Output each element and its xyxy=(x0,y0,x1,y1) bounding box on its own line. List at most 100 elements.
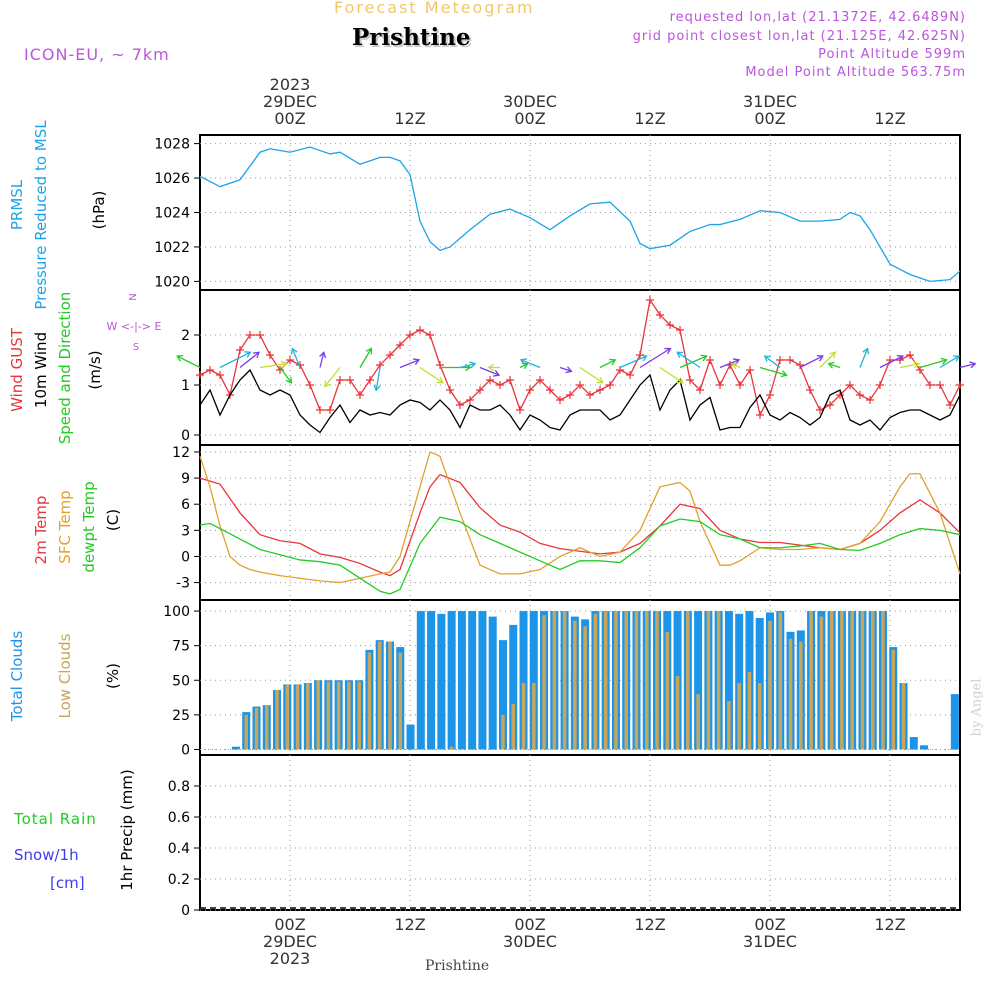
low-cloud-bar xyxy=(737,683,741,750)
y-tick-label: 2 xyxy=(181,328,190,344)
y-tick-label: 1020 xyxy=(154,274,190,290)
low-cloud-bar xyxy=(778,612,783,750)
wind-vector-head xyxy=(469,361,477,369)
wind-vector xyxy=(399,359,420,369)
gust-marker xyxy=(926,381,934,389)
gust-marker xyxy=(346,376,354,384)
y-tick-label: 3 xyxy=(181,523,190,539)
gust-marker xyxy=(256,331,264,339)
wind-vector-head xyxy=(436,376,444,384)
wind-vector-head xyxy=(862,347,870,355)
total-cloud-bar xyxy=(920,745,929,750)
low-cloud-bar xyxy=(326,681,331,750)
bottom-time-label: 31DEC xyxy=(743,932,797,951)
low-cloud-bar xyxy=(727,701,731,750)
prmsl-label: PRMSL xyxy=(8,179,26,230)
low-cloud-bar xyxy=(665,631,670,750)
top-time-label: 31DEC xyxy=(743,92,797,111)
gust-marker xyxy=(196,371,204,379)
low-cloud-bar xyxy=(552,611,557,750)
wind-vector xyxy=(176,355,201,369)
bottom-time-label: 00Z xyxy=(274,915,305,934)
wind-vector xyxy=(259,363,287,369)
wind-vector xyxy=(899,363,920,369)
wind-vector-head xyxy=(763,355,771,362)
gust-marker xyxy=(396,341,404,349)
gust-marker xyxy=(566,391,574,399)
y-tick-label: 0 xyxy=(181,742,190,758)
low-cloud-bar xyxy=(716,611,721,750)
wind-vector xyxy=(459,363,476,369)
top-time-label: 2023 xyxy=(270,75,311,94)
top-time-label: 12Z xyxy=(394,109,425,128)
y-tick-label: 9 xyxy=(181,471,190,487)
wind-vector-head xyxy=(816,354,824,362)
low-clouds-label: Low Clouds xyxy=(56,633,74,718)
wind-vector xyxy=(939,355,960,369)
gust-marker xyxy=(356,391,364,399)
low-cloud-bar xyxy=(562,611,567,750)
low-cloud-bar xyxy=(264,705,269,750)
bottom-time-label: 12Z xyxy=(874,915,905,934)
precip-unit-label: 1hr Precip (mm) xyxy=(118,769,136,890)
total-clouds-label: Total Clouds xyxy=(8,631,26,723)
y-tick-label: 0.6 xyxy=(168,810,190,826)
wind-vector xyxy=(359,348,372,368)
rain-legend: Total Rain xyxy=(13,810,97,828)
total-cloud-bar xyxy=(478,611,487,750)
low-cloud-bar xyxy=(357,681,361,750)
panel-clouds xyxy=(194,599,961,756)
top-time-label: 00Z xyxy=(274,109,305,128)
wind-vector-head xyxy=(609,358,617,366)
y-tick-label: 0.8 xyxy=(168,779,190,795)
total-cloud-bar xyxy=(694,611,703,750)
wind-vector-head xyxy=(365,347,373,355)
total-cloud-bar xyxy=(498,640,507,750)
wind-vector-head xyxy=(731,362,739,370)
pressure-label: Pressure Reduced to MSL xyxy=(32,120,50,310)
compass-north: N xyxy=(128,293,139,300)
low-cloud-bar xyxy=(624,611,628,750)
low-cloud-bar xyxy=(819,616,824,750)
gust-marker xyxy=(496,381,504,389)
wind-vector-head xyxy=(412,358,421,366)
wind-vector xyxy=(759,366,787,376)
gust-marker xyxy=(516,406,524,414)
low-cloud-bar xyxy=(542,615,546,750)
bottom-time-label: 00Z xyxy=(514,915,545,934)
panel-frame xyxy=(199,754,961,911)
gust-marker xyxy=(786,356,794,364)
gust-marker xyxy=(766,391,774,399)
low-cloud-bar xyxy=(532,683,536,750)
gust-marker xyxy=(806,386,814,394)
wind-vector xyxy=(819,351,836,368)
gust-marker xyxy=(266,351,274,359)
gust-marker xyxy=(536,376,544,384)
gust-marker xyxy=(776,356,784,364)
y-tick-label: 0 xyxy=(181,428,190,444)
wind-vector xyxy=(719,359,740,369)
point-altitude: Point Altitude 599m xyxy=(818,47,966,62)
wind-vector-head xyxy=(676,351,684,359)
wind-vector-head xyxy=(285,376,293,384)
low-cloud-bar xyxy=(573,620,577,750)
y-tick-label: 25 xyxy=(172,708,190,724)
gust-marker xyxy=(716,381,724,389)
panel-pressure xyxy=(194,134,961,291)
wind-vector xyxy=(676,351,701,369)
wind-vector-head xyxy=(324,380,331,388)
low-cloud-bar xyxy=(593,613,598,750)
gust-marker xyxy=(206,366,214,374)
total-cloud-bar xyxy=(468,611,477,750)
top-title: Forecast Meteogram xyxy=(334,0,535,17)
low-cloud-bar xyxy=(347,681,351,750)
requested-coords: requested lon,lat (21.1372E, 42.6489N) xyxy=(669,10,966,25)
gust-marker xyxy=(586,391,594,399)
panel-frame xyxy=(199,444,961,601)
low-cloud-bar xyxy=(675,676,680,750)
total-cloud-bar xyxy=(427,611,436,750)
gust-marker xyxy=(466,396,474,404)
gust-marker xyxy=(906,351,914,359)
y-tick-label: 100 xyxy=(163,604,190,620)
wind-vector xyxy=(219,351,251,369)
